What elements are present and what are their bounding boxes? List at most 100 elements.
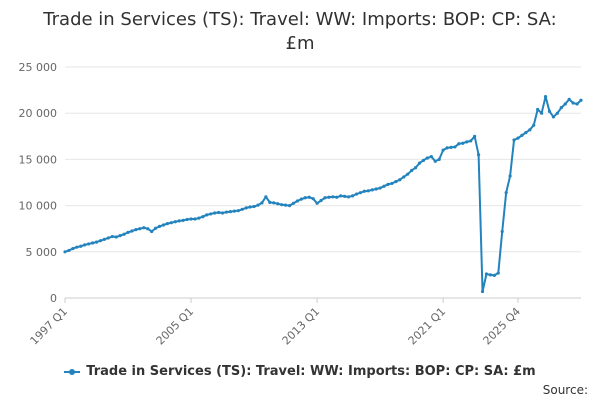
data-point[interactable]: [461, 141, 465, 145]
data-point[interactable]: [473, 134, 477, 138]
data-point[interactable]: [79, 244, 83, 248]
data-point[interactable]: [315, 201, 319, 205]
data-point[interactable]: [382, 184, 386, 188]
data-point[interactable]: [252, 204, 256, 209]
data-point[interactable]: [303, 196, 307, 200]
data-point[interactable]: [291, 201, 296, 205]
data-point[interactable]: [390, 181, 394, 186]
data-point[interactable]: [287, 204, 292, 208]
data-point[interactable]: [386, 182, 390, 186]
data-point[interactable]: [476, 153, 481, 157]
data-point[interactable]: [153, 226, 158, 230]
data-point[interactable]: [441, 148, 445, 152]
data-point[interactable]: [524, 131, 528, 135]
data-point[interactable]: [110, 234, 114, 239]
data-point[interactable]: [213, 211, 217, 215]
data-point[interactable]: [410, 168, 414, 173]
data-point[interactable]: [520, 133, 524, 137]
data-point[interactable]: [374, 187, 378, 191]
data-point[interactable]: [244, 206, 248, 210]
data-point[interactable]: [457, 142, 461, 146]
data-point[interactable]: [217, 210, 221, 215]
data-point[interactable]: [157, 224, 162, 228]
data-point[interactable]: [343, 194, 347, 198]
data-point[interactable]: [512, 138, 516, 142]
data-point[interactable]: [268, 200, 272, 204]
data-point[interactable]: [319, 198, 323, 203]
data-point[interactable]: [146, 227, 150, 231]
data-point[interactable]: [465, 140, 469, 144]
legend[interactable]: Trade in Services (TS): Travel: WW: Impo…: [0, 364, 600, 379]
data-point[interactable]: [532, 123, 536, 127]
data-point[interactable]: [528, 128, 532, 132]
data-point[interactable]: [94, 240, 99, 244]
data-point[interactable]: [87, 242, 91, 246]
data-point[interactable]: [67, 248, 71, 253]
data-point[interactable]: [543, 94, 548, 99]
data-point[interactable]: [118, 234, 122, 238]
data-point[interactable]: [347, 195, 351, 199]
data-point[interactable]: [224, 210, 229, 214]
data-point[interactable]: [177, 219, 181, 223]
data-point[interactable]: [579, 98, 583, 102]
data-point[interactable]: [335, 195, 339, 199]
data-point[interactable]: [350, 194, 355, 198]
data-point[interactable]: [536, 107, 540, 112]
data-point[interactable]: [327, 195, 331, 199]
data-point[interactable]: [299, 197, 303, 201]
data-point[interactable]: [362, 189, 366, 193]
data-point[interactable]: [83, 243, 87, 247]
data-point[interactable]: [220, 211, 225, 215]
data-point[interactable]: [106, 236, 110, 240]
data-point[interactable]: [283, 203, 288, 207]
data-point[interactable]: [480, 289, 485, 294]
data-point[interactable]: [307, 195, 311, 199]
data-point[interactable]: [71, 246, 75, 251]
data-point[interactable]: [484, 272, 489, 276]
data-point[interactable]: [126, 230, 130, 234]
data-point[interactable]: [114, 235, 118, 239]
data-point[interactable]: [567, 97, 571, 101]
data-point[interactable]: [165, 222, 170, 226]
data-point[interactable]: [130, 229, 134, 233]
data-point[interactable]: [323, 196, 327, 200]
data-point[interactable]: [142, 226, 146, 230]
data-point[interactable]: [540, 111, 544, 115]
data-point[interactable]: [433, 159, 437, 163]
data-point[interactable]: [102, 237, 106, 241]
data-point[interactable]: [445, 146, 449, 150]
data-point[interactable]: [138, 227, 142, 231]
data-point[interactable]: [248, 205, 252, 209]
data-point[interactable]: [260, 201, 264, 205]
data-point[interactable]: [232, 209, 236, 213]
data-point[interactable]: [429, 155, 433, 159]
data-point[interactable]: [264, 195, 268, 199]
data-point[interactable]: [413, 166, 418, 170]
data-point[interactable]: [185, 217, 189, 222]
data-point[interactable]: [193, 217, 197, 221]
data-point[interactable]: [421, 158, 426, 162]
data-point[interactable]: [453, 145, 457, 149]
data-point[interactable]: [354, 192, 359, 196]
data-point[interactable]: [492, 273, 496, 277]
data-point[interactable]: [197, 216, 201, 220]
data-point[interactable]: [398, 178, 402, 182]
data-point[interactable]: [500, 229, 504, 234]
data-point[interactable]: [201, 215, 205, 219]
data-point[interactable]: [169, 221, 173, 225]
data-point[interactable]: [394, 179, 398, 184]
data-point[interactable]: [181, 218, 185, 222]
data-point[interactable]: [240, 207, 244, 211]
data-point[interactable]: [425, 156, 429, 160]
data-point[interactable]: [272, 201, 276, 205]
data-point[interactable]: [63, 250, 67, 254]
data-point[interactable]: [488, 273, 493, 277]
data-point[interactable]: [402, 175, 406, 179]
data-point[interactable]: [406, 172, 410, 176]
data-point[interactable]: [496, 271, 500, 275]
data-point[interactable]: [358, 191, 363, 195]
data-point[interactable]: [331, 195, 335, 199]
data-point[interactable]: [575, 102, 579, 106]
data-point[interactable]: [228, 210, 233, 214]
data-point[interactable]: [449, 145, 453, 149]
